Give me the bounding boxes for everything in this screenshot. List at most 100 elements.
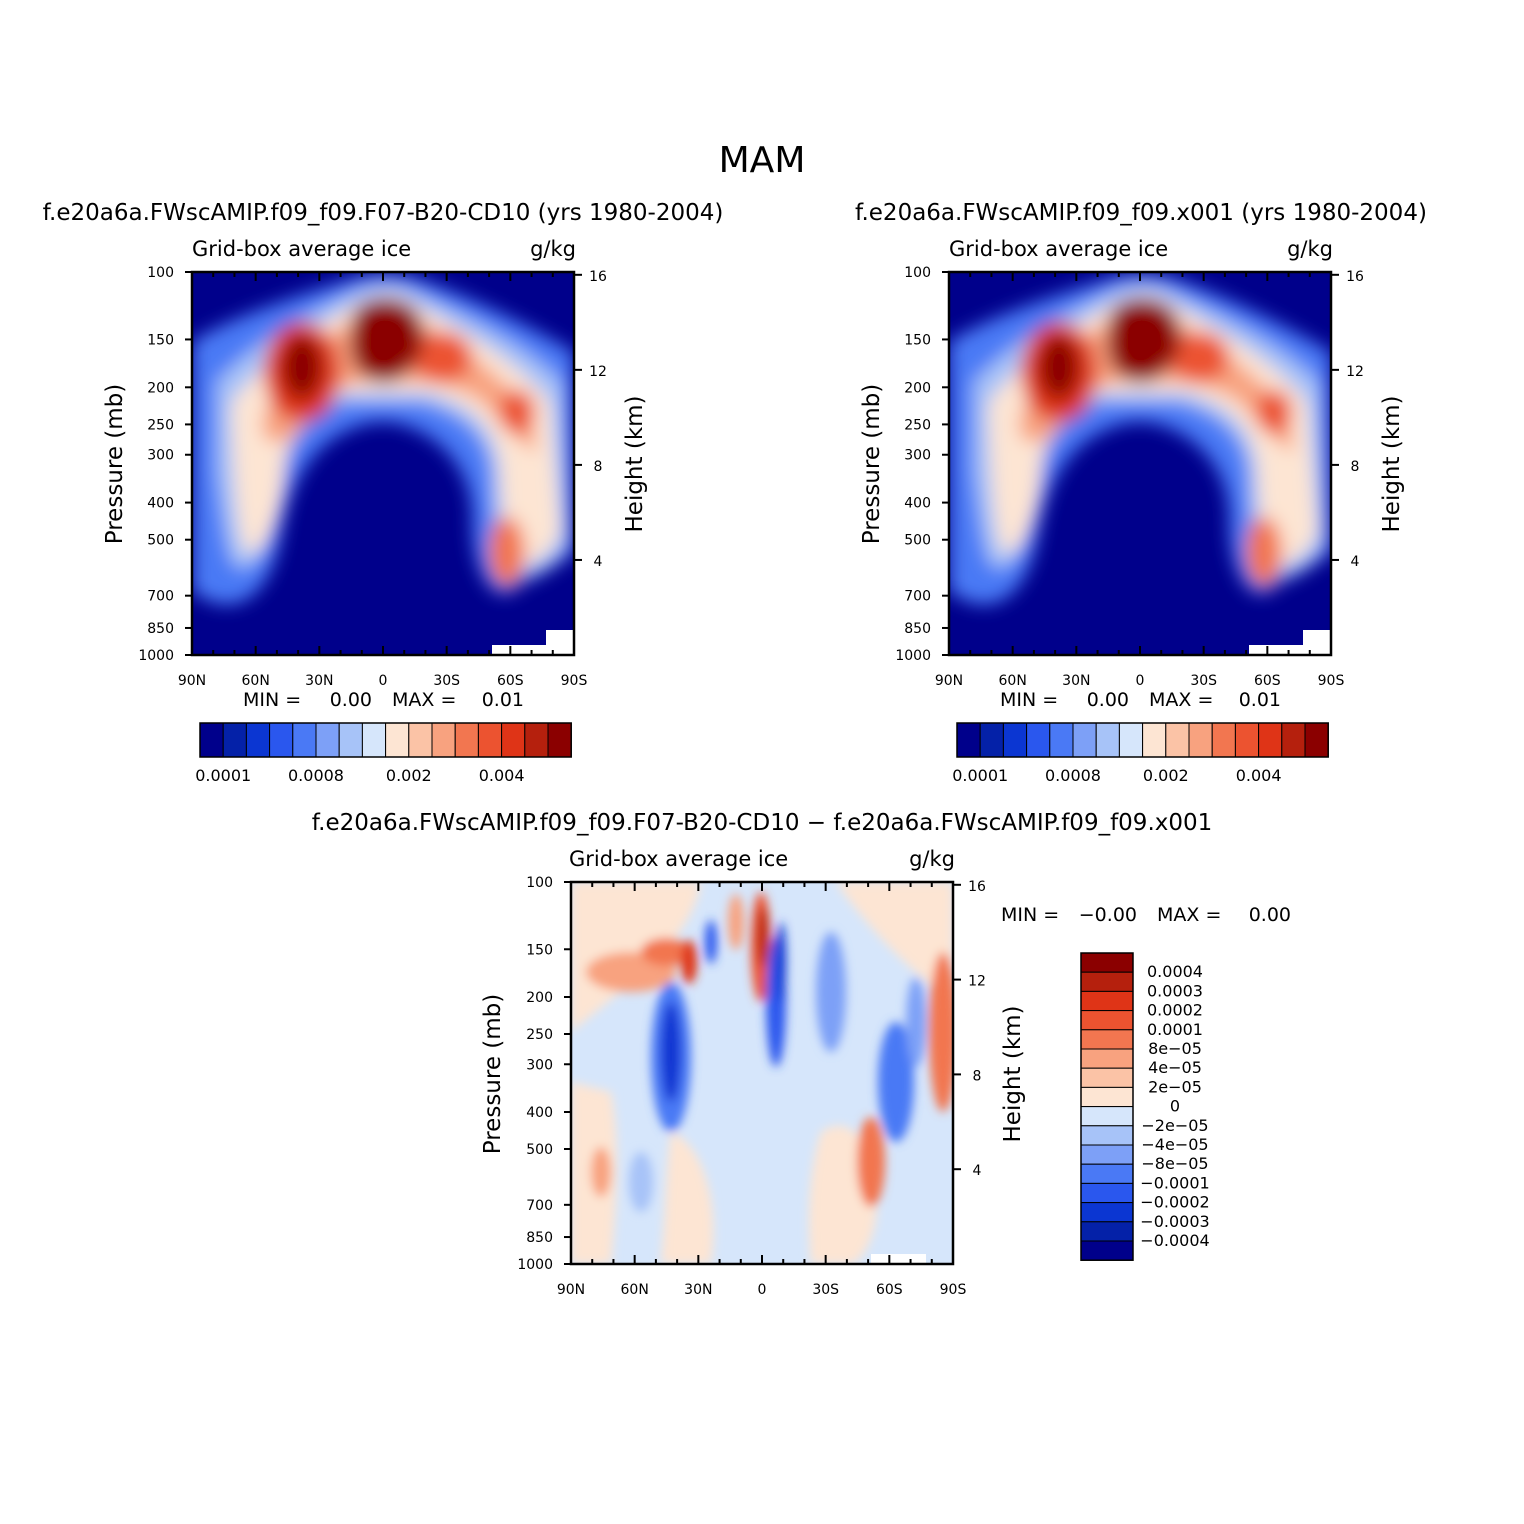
pressure-tick-label: 850 [904,621,931,637]
lat-tick-label: 0 [758,1282,767,1298]
panel-3-field [571,882,957,1264]
pressure-tick-label: 400 [147,496,174,512]
panel-3-pressure-ticks: 100 150 200 250 300 400 500 700 850 1000 [517,875,553,1273]
colorbar-swatch [1165,722,1190,758]
panel-1-title: f.e20a6a.FWscAMIP.f09_f09.F07-B20-CD10 (… [43,200,724,226]
panel-3-min-label: MIN = [1001,904,1059,926]
colorbar-swatch [1002,722,1028,758]
height-tick-label: 4 [973,1163,982,1179]
colorbar-swatch [1080,1163,1134,1184]
panel-2-ticks [942,271,1339,656]
panel-1-pressure-ticks: 100 150 200 250 300 400 500 700 850 1000 [138,265,174,664]
panel-1-ylabel: Pressure (mb) [102,384,128,544]
colorbar-label: −2e−05 [1141,1116,1208,1135]
colorbar-label: −4e−05 [1141,1135,1208,1154]
pressure-tick-label: 400 [904,496,931,512]
colorbar-swatch [1080,1048,1134,1069]
lat-tick-label: 30S [812,1282,839,1298]
lat-tick-label: 30N [305,673,333,689]
lat-tick-label: 90N [557,1282,585,1298]
colorbar-swatch [1080,1202,1134,1223]
lat-tick-label: 30N [684,1282,712,1298]
colorbar-swatch [1304,722,1329,758]
pressure-tick-label: 200 [904,380,931,396]
lat-tick-label: 0 [1136,673,1145,689]
pressure-tick-label: 150 [147,332,174,348]
lat-tick-label: 60S [497,673,524,689]
colorbar-swatch [1080,1144,1134,1165]
colorbar-swatch [245,722,271,758]
lat-tick-label: 60S [876,1282,903,1298]
figure-title: MAM [719,140,806,181]
colorbar-swatch [315,722,340,758]
colorbar-swatch [1072,722,1097,758]
colorbar-swatch [1080,1106,1134,1127]
colorbar-swatch [338,722,363,758]
colorbar-swatch [361,722,387,758]
colorbar-label: 0.0001 [1147,1020,1203,1039]
colorbar-label: −0.0001 [1140,1173,1209,1192]
panel-2-max-label: MAX = [1149,689,1213,711]
colorbar-swatch [1211,722,1236,758]
panel-1-max-value: 0.01 [482,689,524,711]
pressure-tick-label: 300 [147,448,174,464]
pressure-tick-label: 200 [526,990,553,1006]
panel-3-left-label: Grid-box average ice [569,847,788,871]
panel-1-lat-ticks: 90N 60N 30N 0 30S 60S 90S [178,673,588,689]
pressure-tick-label: 200 [147,380,174,396]
colorbar-swatch [1026,722,1051,758]
colorbar-swatch [408,722,433,758]
panel-3-colorbar [1080,952,1134,1261]
colorbar-label: −0.0004 [1140,1231,1209,1250]
colorbar-label: 8e−05 [1148,1039,1202,1058]
colorbar-label: −0.0003 [1140,1212,1209,1231]
pressure-tick-label: 150 [526,942,553,958]
pressure-tick-label: 1000 [138,648,174,664]
lat-tick-label: 30S [433,673,460,689]
colorbar-swatch [1080,1221,1134,1242]
panel-3-y2label: Height (km) [1000,1005,1026,1142]
pressure-tick-label: 500 [904,533,931,549]
panel-3-ticks [564,881,961,1265]
lat-tick-label: 90N [935,673,963,689]
colorbar-swatch [1080,952,1134,973]
lat-tick-label: 90N [178,673,206,689]
lat-tick-label: 30N [1062,673,1090,689]
pressure-tick-label: 100 [147,265,174,281]
pressure-tick-label: 850 [526,1230,553,1246]
colorbar-label: 0.002 [386,766,432,785]
colorbar-swatch [431,722,456,758]
pressure-tick-label: 500 [147,533,174,549]
pressure-tick-label: 700 [526,1198,553,1214]
colorbar-swatch [547,722,572,758]
panel-3-max-label: MAX = [1157,904,1221,926]
colorbar-swatch [979,722,1004,758]
colorbar-label: 2e−05 [1148,1077,1202,1096]
height-tick-label: 12 [968,974,986,990]
panel-2-min-label: MIN = [1000,689,1058,711]
panel-3: f.e20a6a.FWscAMIP.f09_f09.F07-B20-CD10 −… [312,810,1291,1298]
panel-1-height-ticks: 16 12 8 4 [589,269,607,570]
panel-2-title: f.e20a6a.FWscAMIP.f09_f09.x001 (yrs 1980… [855,200,1427,226]
colorbar-label: 0.0001 [195,766,251,785]
colorbar-swatch [956,722,981,758]
height-tick-label: 16 [1346,269,1364,285]
height-tick-label: 12 [1346,364,1364,380]
colorbar-swatch [454,722,479,758]
panel-2-ylabel: Pressure (mb) [859,384,885,544]
panel-2-colorbar-labels: 0.0001 0.0008 0.002 0.004 [952,766,1281,785]
lat-tick-label: 90S [561,673,588,689]
panel-2-lat-ticks: 90N 60N 30N 0 30S 60S 90S [935,673,1345,689]
panel-2: f.e20a6a.FWscAMIP.f09_f09.x001 (yrs 1980… [855,200,1427,785]
lat-tick-label: 60N [621,1282,649,1298]
pressure-tick-label: 300 [526,1057,553,1073]
colorbar-swatch [524,722,549,758]
colorbar-label: 0.0001 [952,766,1008,785]
panel-1-left-label: Grid-box average ice [192,237,411,261]
colorbar-swatch [477,722,503,758]
colorbar-label: 4e−05 [1148,1058,1202,1077]
colorbar-label: 0.002 [1143,766,1189,785]
colorbar-swatch [1080,990,1134,1012]
panel-3-lat-ticks: 90N 60N 30N 0 30S 60S 90S [557,1282,967,1298]
lat-tick-label: 30S [1190,673,1217,689]
